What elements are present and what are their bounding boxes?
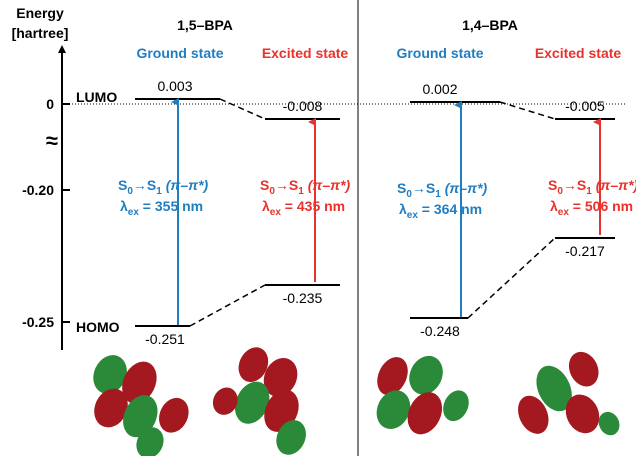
transition-sub: 0 bbox=[557, 186, 563, 197]
wavelength-label: λex = 435 nm bbox=[262, 198, 345, 218]
wavelength-sub: ex bbox=[407, 210, 419, 221]
wavelength-label: λex = 364 nm bbox=[399, 201, 482, 221]
excited-homo-value: -0.217 bbox=[565, 243, 605, 259]
excited-lumo-value: -0.005 bbox=[565, 98, 605, 114]
lumo-connector bbox=[499, 101, 556, 120]
transition-sub: 1 bbox=[156, 186, 162, 197]
ground-lumo-value: 0.002 bbox=[422, 81, 457, 97]
transition-part: S bbox=[118, 177, 127, 193]
wavelength-part: = 435 nm bbox=[281, 198, 345, 214]
excited-state-label: Excited state bbox=[535, 45, 622, 61]
transition-label: S0→S1 (π–π*) bbox=[397, 180, 488, 200]
transition-label: S0→S1 (π–π*) bbox=[118, 177, 209, 197]
axis-unit: [hartree] bbox=[12, 25, 69, 41]
transition-part: (π–π*) bbox=[592, 177, 636, 193]
lumo-connector bbox=[219, 98, 266, 120]
transition-sub: 0 bbox=[269, 186, 275, 197]
transition-part: S bbox=[397, 180, 406, 196]
transition-part: (π–π*) bbox=[441, 180, 488, 196]
excited-lumo-value: -0.008 bbox=[283, 98, 323, 114]
wavelength-part: λ bbox=[399, 201, 407, 217]
transition-part: (π–π*) bbox=[304, 177, 351, 193]
wavelength-sub: ex bbox=[558, 207, 570, 218]
axis-title: Energy bbox=[16, 5, 64, 21]
ground-state-label: Ground state bbox=[396, 45, 483, 61]
panel-title: 1,4–BPA bbox=[462, 17, 518, 33]
transition-part: →S bbox=[275, 177, 298, 193]
wavelength-part: = 364 nm bbox=[418, 201, 482, 217]
orbitals bbox=[93, 347, 620, 456]
wavelength-label: λex = 506 nm bbox=[550, 198, 633, 218]
lumo-label: LUMO bbox=[76, 89, 117, 105]
transition-label: S0→S1 (π–π*) bbox=[548, 177, 636, 197]
transition-part: (π–π*) bbox=[162, 177, 209, 193]
transition-sub: 1 bbox=[298, 186, 304, 197]
transition-part: →S bbox=[563, 177, 586, 193]
excited-homo-value: -0.235 bbox=[283, 290, 323, 306]
transition-part: S bbox=[548, 177, 557, 193]
panel-title: 1,5–BPA bbox=[177, 17, 233, 33]
wavelength-sub: ex bbox=[270, 207, 282, 218]
transition-label: S0→S1 (π–π*) bbox=[260, 177, 351, 197]
wavelength-part: λ bbox=[262, 198, 270, 214]
wavelength-part: λ bbox=[120, 198, 128, 214]
transition-part: →S bbox=[412, 180, 435, 196]
transition-sub: 1 bbox=[435, 189, 441, 200]
transition-sub: 1 bbox=[586, 186, 592, 197]
ground-lumo-value: 0.003 bbox=[157, 78, 192, 94]
wavelength-part: = 506 nm bbox=[569, 198, 633, 214]
axis-tick-label: -0.20 bbox=[22, 182, 54, 198]
transition-part: →S bbox=[133, 177, 156, 193]
transition-sub: 0 bbox=[406, 189, 412, 200]
homo-connector bbox=[467, 237, 556, 319]
excited-state-label: Excited state bbox=[262, 45, 349, 61]
wavelength-sub: ex bbox=[128, 207, 140, 218]
axis-break: ≈ bbox=[46, 128, 58, 153]
wavelength-label: λex = 355 nm bbox=[120, 198, 203, 218]
axis-tick-label: 0 bbox=[46, 96, 54, 112]
transition-sub: 0 bbox=[127, 186, 133, 197]
homo-label: HOMO bbox=[76, 319, 120, 335]
transition-part: S bbox=[260, 177, 269, 193]
ground-homo-value: -0.248 bbox=[420, 323, 460, 339]
ground-homo-value: -0.251 bbox=[145, 331, 185, 347]
homo-connector bbox=[189, 284, 266, 327]
axis-tick-label: -0.25 bbox=[22, 314, 54, 330]
ground-state-label: Ground state bbox=[136, 45, 223, 61]
wavelength-part: λ bbox=[550, 198, 558, 214]
wavelength-part: = 355 nm bbox=[139, 198, 203, 214]
